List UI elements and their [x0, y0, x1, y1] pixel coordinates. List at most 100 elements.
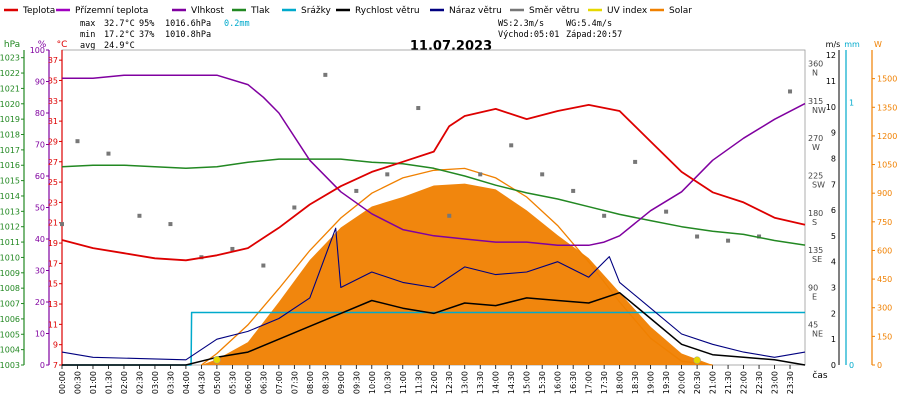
axis-unit: m/s — [826, 40, 841, 49]
axis-tick-label: 37 — [48, 56, 58, 65]
x-tick-label: 14:30 — [507, 371, 516, 394]
stats-text: Západ:20:57 — [566, 30, 622, 40]
x-tick-label: 20:00 — [678, 371, 687, 394]
axis-tick-label: 33 — [48, 97, 58, 106]
axis-tick-label: 8 — [831, 154, 836, 163]
axis-tick-label: 1020 — [0, 100, 20, 109]
axis-tick-label: 1003 — [0, 361, 20, 370]
axis-tick-label: 90 — [808, 283, 818, 292]
x-tick-label: 00:30 — [73, 371, 82, 394]
x-tick-label: 20:30 — [693, 371, 702, 394]
x-tick-label: 09:30 — [352, 371, 361, 394]
stats-block: max 32.7°C 95% 1016.6hPa 0.2mm min 17.2°C 37% 10… — [80, 19, 622, 51]
axis-tick-label: 17 — [48, 259, 58, 268]
x-tick-label: 07:30 — [290, 371, 299, 394]
x-tick-label: 15:00 — [523, 371, 532, 394]
wind-direction-point — [137, 213, 142, 218]
axis-tick-label: 1015 — [0, 177, 20, 186]
series-temperature-line — [61, 104, 806, 262]
axis-tick-label: 90 — [35, 78, 45, 87]
stats-text: 1010.8hPa — [165, 30, 211, 40]
rain-axis: mm 1 0 — [844, 40, 860, 370]
axis-tick-label: 19 — [48, 239, 58, 248]
axis-tick-label: 1007 — [0, 300, 20, 309]
x-tick-label: 02:30 — [135, 371, 144, 394]
axis-tick-label: 11 — [826, 77, 836, 86]
stats-text: avg — [80, 41, 95, 51]
axis-tick-label: 1019 — [0, 115, 20, 124]
uv-index-point — [693, 356, 701, 364]
axis-tick-label: 25 — [48, 178, 58, 187]
legend-label: UV index — [607, 6, 648, 16]
axis-tick-label: 180 — [808, 209, 823, 218]
axis-tick-label: 29 — [48, 137, 58, 146]
wind-direction-point — [323, 72, 328, 77]
temperature-axis: °C 37 35 33 31 29 27 25 23 21 19 17 15 13 11 9 7 — [48, 40, 68, 370]
axis-tick-label: 315 — [808, 97, 823, 106]
x-tick-label: 12:30 — [445, 371, 454, 394]
axis-tick-label: 0 — [40, 361, 45, 370]
axis-tick-label: 4 — [831, 258, 836, 267]
x-tick-label: 01:00 — [89, 371, 98, 394]
x-tick-label: 13:30 — [476, 371, 485, 394]
wind-direction-point — [75, 139, 80, 144]
x-tick-label: 05:00 — [213, 371, 222, 394]
stats-text: WS:2.3m/s — [498, 19, 544, 29]
x-tick-label: 07:00 — [275, 371, 284, 394]
x-tick-label: 11:00 — [399, 371, 408, 394]
axis-tick-label: 150 — [877, 332, 892, 341]
axis-tick-label: NW — [812, 106, 826, 115]
axis-tick-label: 1012 — [0, 223, 20, 232]
axis-tick-label: 1005 — [0, 330, 20, 339]
plot-area — [60, 72, 806, 366]
x-tick-label: 22:00 — [740, 371, 749, 394]
x-tick-label: 11:30 — [414, 371, 423, 394]
x-tick-label: 04:00 — [182, 371, 191, 394]
axis-tick-label: 35 — [48, 76, 58, 85]
stats-text: 17.2°C — [104, 30, 135, 40]
chart-title: 11.07.2023 — [410, 39, 492, 54]
x-tick-label: 22:30 — [755, 371, 764, 394]
axis-tick-label: 12 — [826, 51, 836, 60]
series-wind-gust-line — [61, 227, 806, 361]
axis-tick-label: S — [812, 218, 817, 227]
axis-tick-label: 30 — [35, 267, 45, 276]
x-tick-label: 05:30 — [228, 371, 237, 394]
wind-direction-point — [478, 172, 483, 177]
legend-label: Solar — [669, 6, 692, 16]
x-tick-label: 13:00 — [461, 371, 470, 394]
axis-tick-label: W — [812, 143, 820, 152]
axis-tick-label: 7 — [831, 180, 836, 189]
axis-tick-label: NE — [812, 330, 823, 339]
axis-tick-label: 10 — [826, 103, 836, 112]
axis-unit: °C — [57, 40, 68, 50]
stats-text: 32.7°C — [104, 19, 135, 29]
x-tick-label: 06:00 — [244, 371, 253, 394]
axis-tick-label: 9 — [831, 129, 836, 138]
wind-direction-point — [757, 234, 762, 239]
wind-direction-point — [261, 263, 266, 268]
stats-text: 37% — [139, 30, 154, 40]
axis-tick-label: 225 — [808, 171, 823, 180]
x-tick-label: 09:00 — [337, 371, 346, 394]
x-axis-label: čas — [812, 370, 827, 381]
axis-tick-label: 3 — [831, 284, 836, 293]
x-tick-label: 12:00 — [430, 371, 439, 394]
axis-tick-label: 6 — [831, 206, 836, 215]
axis-tick-label: 1006 — [0, 315, 20, 324]
axis-tick-label: 15 — [48, 280, 58, 289]
axis-tick-label: 7 — [53, 361, 58, 370]
axis-tick-label: 1021 — [0, 84, 20, 93]
x-tick-label: 17:00 — [585, 371, 594, 394]
axis-tick-label: 1 — [831, 335, 836, 344]
axis-tick-label: 360 — [808, 60, 823, 69]
series-solar-area — [201, 183, 713, 365]
wind-direction-point — [788, 89, 793, 94]
legend-label: Vlhkost — [191, 6, 224, 16]
legend-label: Teplota — [22, 6, 55, 16]
wind-direction-point — [664, 209, 669, 214]
